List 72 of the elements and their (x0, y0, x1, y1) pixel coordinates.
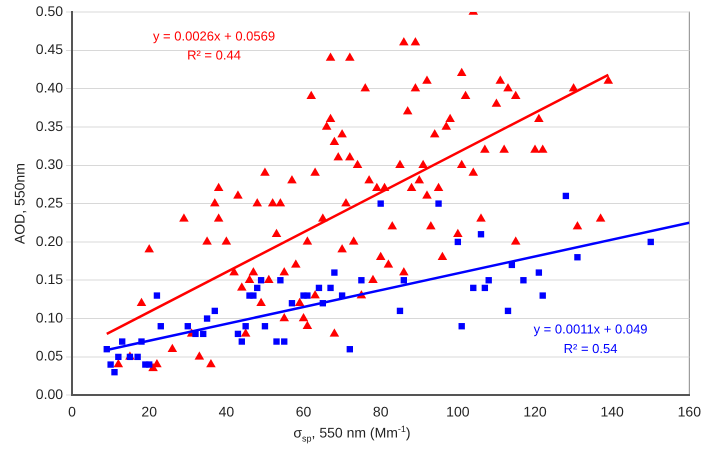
point (184, 323, 191, 330)
x-tick-label: 100 (446, 403, 470, 420)
y-tick-label: 0.00 (36, 386, 64, 402)
y-tick-label: 0.40 (36, 80, 64, 96)
point (134, 354, 141, 360)
point (254, 284, 260, 292)
point (331, 269, 338, 276)
point (111, 369, 118, 376)
x-tick-label: 120 (523, 403, 547, 420)
annotation: R² = 0.44 (187, 48, 241, 63)
point (250, 292, 257, 299)
point (200, 330, 206, 338)
point (454, 238, 462, 246)
point (504, 308, 512, 314)
point (158, 323, 164, 330)
point (346, 346, 354, 352)
point (204, 315, 210, 322)
y-tick-label: 0.10 (36, 309, 64, 326)
point (146, 361, 152, 368)
point (562, 192, 570, 200)
x-tick-label: 140 (600, 403, 624, 420)
x-tick-label: 0 (68, 403, 76, 420)
point (458, 323, 465, 330)
point (304, 292, 311, 299)
point (281, 338, 288, 345)
point (327, 284, 334, 292)
y-tick-label: 0.05 (36, 348, 64, 364)
y-tick-label: 0.30 (36, 156, 64, 172)
point (262, 323, 268, 330)
point (126, 354, 134, 360)
annotation: R² = 0.54 (564, 340, 618, 356)
point (288, 300, 296, 306)
point (470, 284, 476, 292)
annotation: y = 0.0011x + 0.049 (534, 322, 648, 337)
point (107, 361, 114, 368)
point (258, 277, 264, 284)
point (648, 238, 654, 246)
point (536, 269, 542, 276)
y-tick-label: 0.50 (36, 2, 64, 19)
annotation: y = 0.0026x + 0.0569 (152, 28, 276, 44)
point (277, 277, 284, 284)
x-tick-label: 80 (372, 403, 389, 420)
x-tick-label: 40 (218, 403, 234, 420)
point (482, 284, 488, 292)
point (115, 354, 122, 360)
point (396, 308, 404, 314)
point (242, 323, 249, 330)
point (316, 284, 322, 292)
y-tick-label: 0.35 (36, 118, 64, 134)
point (234, 330, 242, 338)
x-tick-label: 20 (141, 403, 158, 420)
point (574, 254, 581, 260)
y-tick-label: 0.15 (36, 271, 64, 288)
y-tick-label: 0.20 (36, 232, 64, 249)
point (154, 292, 160, 299)
point (358, 277, 365, 284)
point (540, 292, 546, 299)
point (212, 308, 218, 314)
point (486, 277, 492, 284)
point (238, 338, 245, 345)
point (435, 200, 442, 207)
y-axis-title: AOD, 550nm (11, 163, 28, 244)
y-tick-label: 0.25 (36, 194, 64, 210)
point (478, 231, 484, 238)
x-tick-label: 60 (296, 403, 312, 420)
point (400, 277, 408, 284)
y-tick-label: 0.45 (36, 41, 64, 58)
point (119, 338, 126, 345)
point (378, 200, 384, 207)
x-tick-label: 160 (678, 403, 702, 420)
point (520, 277, 527, 284)
x-axis-title: σ$_{sp}$, 550 nm (Mm$^{-1}$) (292, 424, 412, 444)
